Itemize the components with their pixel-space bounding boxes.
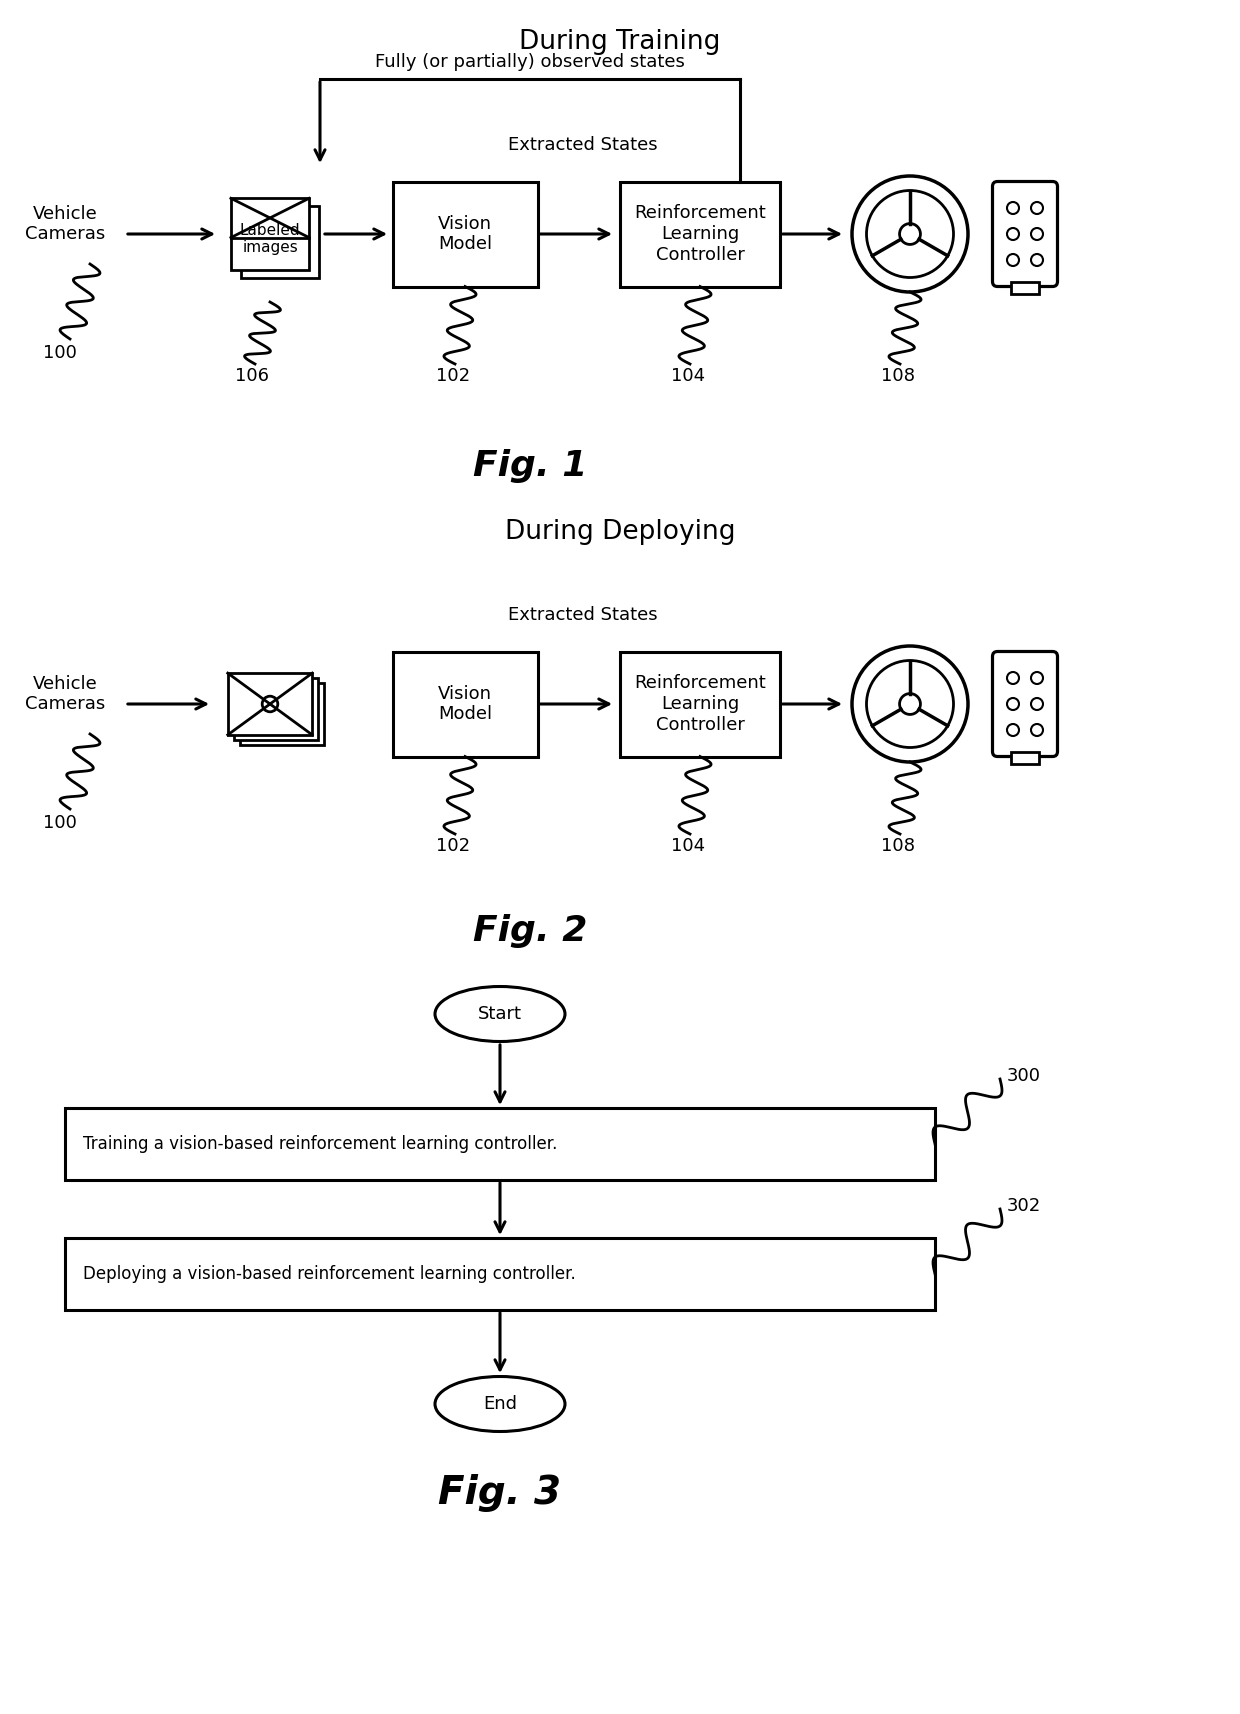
Bar <box>620 182 780 286</box>
Text: 106: 106 <box>236 367 269 386</box>
Text: Extracted States: Extracted States <box>507 135 657 154</box>
Bar <box>393 182 537 286</box>
Text: 100: 100 <box>43 814 77 831</box>
Text: Reinforcement
Learning
Controller: Reinforcement Learning Controller <box>634 674 766 734</box>
Text: 102: 102 <box>436 836 470 855</box>
Circle shape <box>1030 254 1043 266</box>
Text: End: End <box>484 1395 517 1412</box>
Text: 102: 102 <box>436 367 470 386</box>
Text: 104: 104 <box>671 367 706 386</box>
Text: 108: 108 <box>880 836 915 855</box>
Text: Fig. 1: Fig. 1 <box>472 449 588 483</box>
Circle shape <box>852 177 968 291</box>
Circle shape <box>852 646 968 763</box>
Circle shape <box>1007 228 1019 240</box>
Circle shape <box>1030 672 1043 684</box>
Circle shape <box>1007 723 1019 735</box>
FancyBboxPatch shape <box>992 182 1058 286</box>
Bar <box>1012 281 1039 293</box>
Text: Vision
Model: Vision Model <box>438 684 492 723</box>
Bar <box>231 199 309 269</box>
Bar <box>234 679 319 740</box>
Text: Extracted States: Extracted States <box>507 607 657 624</box>
Text: Fig. 3: Fig. 3 <box>439 1474 562 1512</box>
Text: Training a vision-based reinforcement learning controller.: Training a vision-based reinforcement le… <box>83 1135 557 1154</box>
Ellipse shape <box>435 987 565 1042</box>
Text: Labeled
images: Labeled images <box>239 223 300 255</box>
Text: 104: 104 <box>671 836 706 855</box>
Text: Vehicle
Cameras: Vehicle Cameras <box>25 675 105 713</box>
Bar <box>241 206 319 278</box>
Bar <box>228 674 312 735</box>
Circle shape <box>1030 698 1043 710</box>
Text: 300: 300 <box>1007 1068 1042 1085</box>
Circle shape <box>1007 698 1019 710</box>
Text: 302: 302 <box>1007 1196 1042 1215</box>
Text: 100: 100 <box>43 345 77 362</box>
Text: Vehicle
Cameras: Vehicle Cameras <box>25 204 105 243</box>
Text: Vision
Model: Vision Model <box>438 214 492 254</box>
Text: 108: 108 <box>880 367 915 386</box>
FancyBboxPatch shape <box>992 651 1058 756</box>
Text: Fig. 2: Fig. 2 <box>472 914 588 948</box>
Circle shape <box>899 223 920 245</box>
Bar <box>393 651 537 756</box>
Text: During Training: During Training <box>520 29 720 55</box>
Circle shape <box>1030 723 1043 735</box>
Circle shape <box>1030 228 1043 240</box>
Text: Fully (or partially) observed states: Fully (or partially) observed states <box>374 53 684 70</box>
Text: Reinforcement
Learning
Controller: Reinforcement Learning Controller <box>634 204 766 264</box>
Circle shape <box>1007 202 1019 214</box>
Text: Deploying a vision-based reinforcement learning controller.: Deploying a vision-based reinforcement l… <box>83 1265 575 1284</box>
Bar <box>1012 751 1039 763</box>
Ellipse shape <box>435 1376 565 1431</box>
Circle shape <box>1030 202 1043 214</box>
Circle shape <box>899 694 920 715</box>
Bar <box>239 684 324 746</box>
Bar <box>64 1238 935 1309</box>
Circle shape <box>1007 672 1019 684</box>
Text: Start: Start <box>477 1004 522 1023</box>
Bar <box>64 1107 935 1179</box>
Text: During Deploying: During Deploying <box>505 519 735 545</box>
Circle shape <box>1007 254 1019 266</box>
Bar <box>620 651 780 756</box>
Circle shape <box>262 696 278 711</box>
